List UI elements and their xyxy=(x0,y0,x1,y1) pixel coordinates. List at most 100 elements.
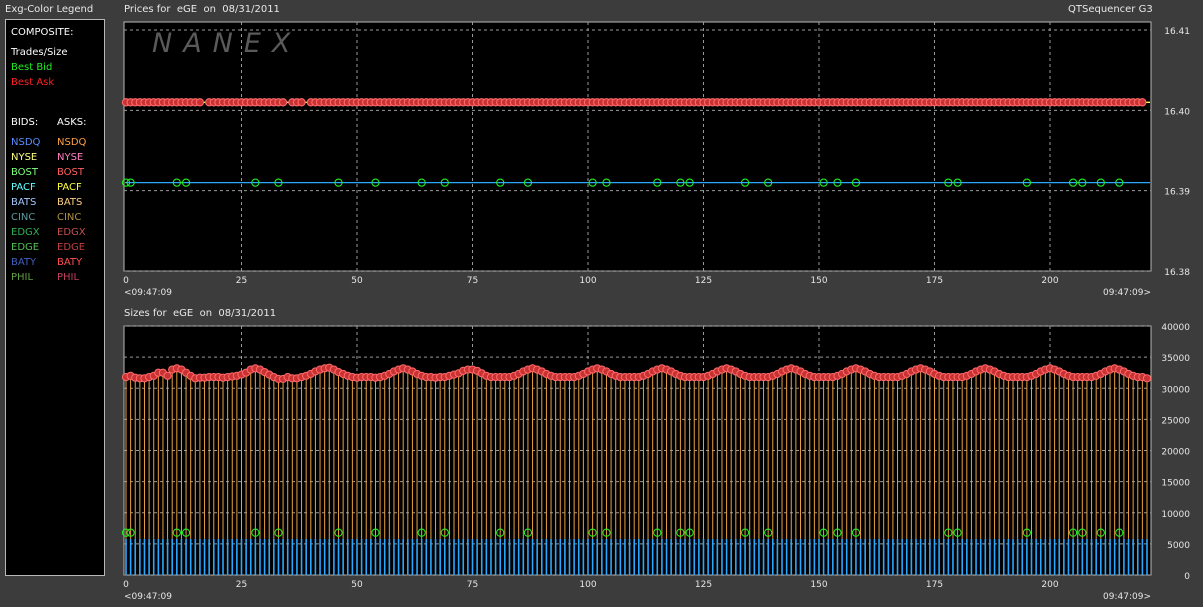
bid-size-point xyxy=(523,528,533,537)
bid-size-point xyxy=(588,528,597,537)
bid-size-point xyxy=(440,528,449,537)
legend-bid-item: PACF xyxy=(11,182,36,193)
exchange-color-legend: COMPOSITE: Trades/Size Best Bid Best Ask BID… xyxy=(5,19,105,576)
bid-size-point xyxy=(1078,528,1087,537)
bid-size-point xyxy=(740,528,750,537)
bid-size-point xyxy=(334,528,343,537)
bid-price-point xyxy=(953,178,962,187)
ask-price-point xyxy=(297,98,306,107)
bid-price-point xyxy=(523,178,533,187)
bid-price-point xyxy=(588,178,597,187)
nanex-watermark: NANEX xyxy=(152,28,301,59)
price-chart-title: Prices for eGE on 08/31/2011 xyxy=(124,4,280,15)
x-tick-label: 200 xyxy=(1041,276,1058,286)
legend-ask-item: CINC xyxy=(57,212,82,223)
y-tick-label: 16.38 xyxy=(1164,268,1190,278)
legend-bid-item: CINC xyxy=(11,212,36,223)
legend-bid-item: NSDQ xyxy=(11,137,41,148)
x-tick-label: 100 xyxy=(579,276,596,286)
legend-ask-item: BOST xyxy=(57,167,85,178)
x-end-time-label: 09:47:09> xyxy=(1103,288,1151,298)
bid-size-point xyxy=(1096,528,1105,537)
bid-size-point xyxy=(851,528,861,537)
x-tick-label: 150 xyxy=(810,580,827,590)
x-tick-label: 150 xyxy=(810,276,827,286)
legend-ask-item: PACF xyxy=(57,182,82,193)
bid-price-point xyxy=(121,178,131,187)
x-start-time-label: <09:47:09 xyxy=(124,288,172,298)
bid-price-point xyxy=(1068,178,1078,187)
bid-size-point xyxy=(181,528,191,537)
size-chart-title: Sizes for eGE on 08/31/2011 xyxy=(124,308,277,319)
bid-size-point xyxy=(1022,528,1032,537)
legend-bid-item: EDGE xyxy=(11,242,40,253)
bid-price-point xyxy=(833,178,842,187)
x-tick-label: 50 xyxy=(351,276,363,286)
bids-header: BIDS: xyxy=(11,117,39,128)
bid-size-point xyxy=(676,528,685,537)
legend-bid-item: BATY xyxy=(11,257,37,268)
legend-ask-item: NSDQ xyxy=(57,137,87,148)
legend-composite-item: Trades/Size xyxy=(11,47,68,58)
bid-size-point xyxy=(764,528,773,537)
bid-size-point xyxy=(172,528,181,537)
y-tick-label: 25000 xyxy=(1161,416,1190,426)
bid-price-point xyxy=(496,178,505,187)
bid-price-point xyxy=(1096,178,1105,187)
bid-size-point xyxy=(953,528,962,537)
composite-header: COMPOSITE: xyxy=(11,27,74,38)
y-tick-label: 16.41 xyxy=(1164,27,1190,37)
bid-price-point xyxy=(944,178,953,187)
legend-composite-item: Best Ask xyxy=(11,77,55,88)
x-tick-label: 175 xyxy=(926,276,943,286)
bid-price-point xyxy=(740,178,750,187)
y-tick-label: 40000 xyxy=(1161,323,1190,333)
y-tick-label: 10000 xyxy=(1161,510,1190,520)
y-tick-label: 30000 xyxy=(1161,385,1190,395)
legend-ask-item: PHIL xyxy=(57,272,80,283)
legend-bid-item: PHIL xyxy=(11,272,34,283)
legend-bid-item: NYSE xyxy=(11,152,38,163)
bid-size-point xyxy=(371,528,380,537)
legend-bid-item: BATS xyxy=(11,197,37,208)
bid-price-point xyxy=(181,178,191,187)
y-tick-label: 5000 xyxy=(1167,541,1190,551)
legend-ask-item: BATS xyxy=(57,197,83,208)
bid-size-point xyxy=(833,528,842,537)
bid-size-point xyxy=(274,528,283,537)
x-tick-label: 25 xyxy=(236,580,247,590)
bid-price-point xyxy=(851,178,861,187)
legend-ask-item: BATY xyxy=(57,257,83,268)
ask-size-point xyxy=(163,371,172,380)
bid-size-point xyxy=(496,528,505,537)
legend-ask-item: EDGE xyxy=(57,242,86,253)
y-tick-label: 15000 xyxy=(1161,479,1190,489)
bid-price-point xyxy=(126,178,135,187)
ask-price-point xyxy=(278,98,288,107)
bid-size-point xyxy=(417,528,426,537)
legend-bid-item: EDGX xyxy=(11,227,40,238)
x-tick-label: 50 xyxy=(351,580,363,590)
brand-label: QTSequencer G3 xyxy=(1068,4,1153,15)
bid-price-point xyxy=(274,178,283,187)
bid-price-point xyxy=(334,178,343,187)
bid-price-point xyxy=(251,178,260,187)
bid-price-point xyxy=(172,178,181,187)
bid-price-point xyxy=(1115,178,1124,187)
bid-price-point xyxy=(440,178,449,187)
plot-area xyxy=(123,21,1152,272)
legend-title: Exg-Color Legend xyxy=(5,4,94,15)
bid-size-point xyxy=(121,528,131,537)
x-tick-label: 25 xyxy=(236,276,247,286)
legend-ask-item: EDGX xyxy=(57,227,86,238)
x-tick-label: 125 xyxy=(695,580,712,590)
bid-price-point xyxy=(371,178,380,187)
bid-price-point xyxy=(764,178,773,187)
x-tick-label: 200 xyxy=(1041,580,1058,590)
bid-size-point xyxy=(685,528,694,537)
x-tick-label: 75 xyxy=(467,276,478,286)
bid-size-point xyxy=(653,528,662,537)
legend-bid-item: BOST xyxy=(11,167,39,178)
bid-price-point xyxy=(602,178,611,187)
bid-price-point xyxy=(685,178,694,187)
